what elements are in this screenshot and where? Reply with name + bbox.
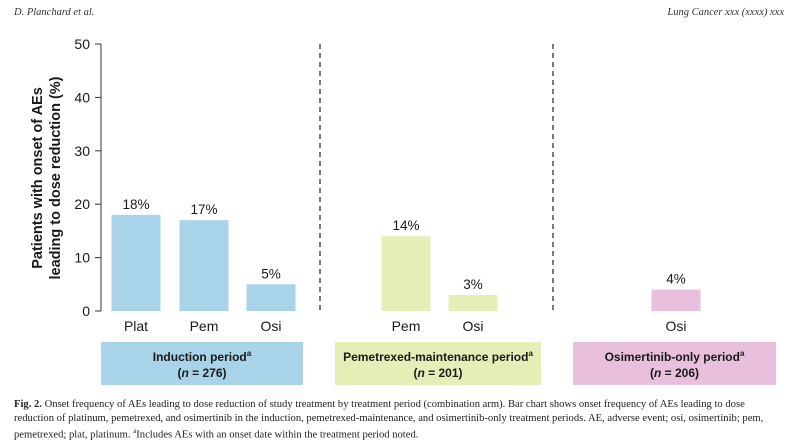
bar-value-label: 18% <box>122 197 149 212</box>
y-tick-label: 20 <box>74 196 90 212</box>
running-header-journal: Lung Cancer xxx (xxxx) xxx <box>667 7 784 18</box>
x-category-label: Osi <box>463 318 484 334</box>
period-footnote-marker: a <box>739 349 745 358</box>
caption-text: Onset frequency of AEs leading to dose r… <box>14 399 764 441</box>
caption-label: Fig. 2. <box>14 399 42 410</box>
y-tick-label: 40 <box>74 89 90 105</box>
period-title: Osimertinib-only period <box>604 350 740 364</box>
x-category-label: Pem <box>190 318 219 334</box>
n-symbol: n <box>181 366 189 380</box>
period-n: = 201) <box>424 366 463 380</box>
period-box-osimertinib-only: Osimertinib-only perioda (n = 206) <box>573 342 776 385</box>
x-category-label: Osi <box>261 318 282 334</box>
bar-value-label: 14% <box>392 218 419 233</box>
n-symbol: n <box>653 366 662 380</box>
period-footnote-marker: a <box>246 349 252 358</box>
period-box-induction: Induction perioda (n = 276) <box>101 342 303 385</box>
y-axis-label-line2: leading to dose reduction (%) <box>48 76 64 279</box>
x-category-label: Pem <box>392 318 421 334</box>
period-footnote-marker: a <box>528 349 533 358</box>
bar-value-label: 5% <box>261 266 281 281</box>
bar-osi <box>448 294 498 311</box>
period-title: Induction period <box>152 350 247 364</box>
period-box-pemetrexed-maintenance: Pemetrexed-maintenance perioda (n = 201) <box>335 342 541 385</box>
bar-pem <box>381 236 431 311</box>
caption-footnote-marker: a <box>133 427 137 435</box>
y-axis-label: Patients with onset of AEs leading to do… <box>30 76 64 279</box>
y-tick-label: 10 <box>74 250 90 266</box>
bar-plat <box>111 214 161 311</box>
bar-osi <box>246 284 296 311</box>
bars: 18% Plat 17% Pem 5% Osi 14% Pem 3% Osi 4% Osi <box>111 197 701 334</box>
period-n: = 206) <box>661 366 700 380</box>
x-category-label: Plat <box>124 318 148 334</box>
bar-value-label: 17% <box>190 202 217 217</box>
y-tick-label: 50 <box>74 36 90 52</box>
figure-caption: Fig. 2. Onset frequency of AEs leading t… <box>14 398 786 442</box>
bar-pem <box>179 220 229 311</box>
period-title: Pemetrexed-maintenance period <box>343 350 529 364</box>
running-header-author: D. Planchard et al. <box>14 7 95 18</box>
y-axis-ticks: 0 10 20 30 40 50 <box>74 36 101 319</box>
period-n: = 276) <box>188 366 227 380</box>
y-tick-label: 0 <box>82 303 90 319</box>
bar-chart: Patients with onset of AEs leading to do… <box>30 36 701 334</box>
bar-value-label: 3% <box>463 277 483 292</box>
y-tick-label: 30 <box>74 143 90 159</box>
bar-osi <box>651 289 701 311</box>
y-axis-label-line1: Patients with onset of AEs <box>30 87 46 269</box>
caption-footnote: Includes AEs with an onset date within t… <box>136 429 419 441</box>
x-category-label: Osi <box>666 318 687 334</box>
n-symbol: n <box>417 366 425 380</box>
bar-value-label: 4% <box>666 272 686 287</box>
